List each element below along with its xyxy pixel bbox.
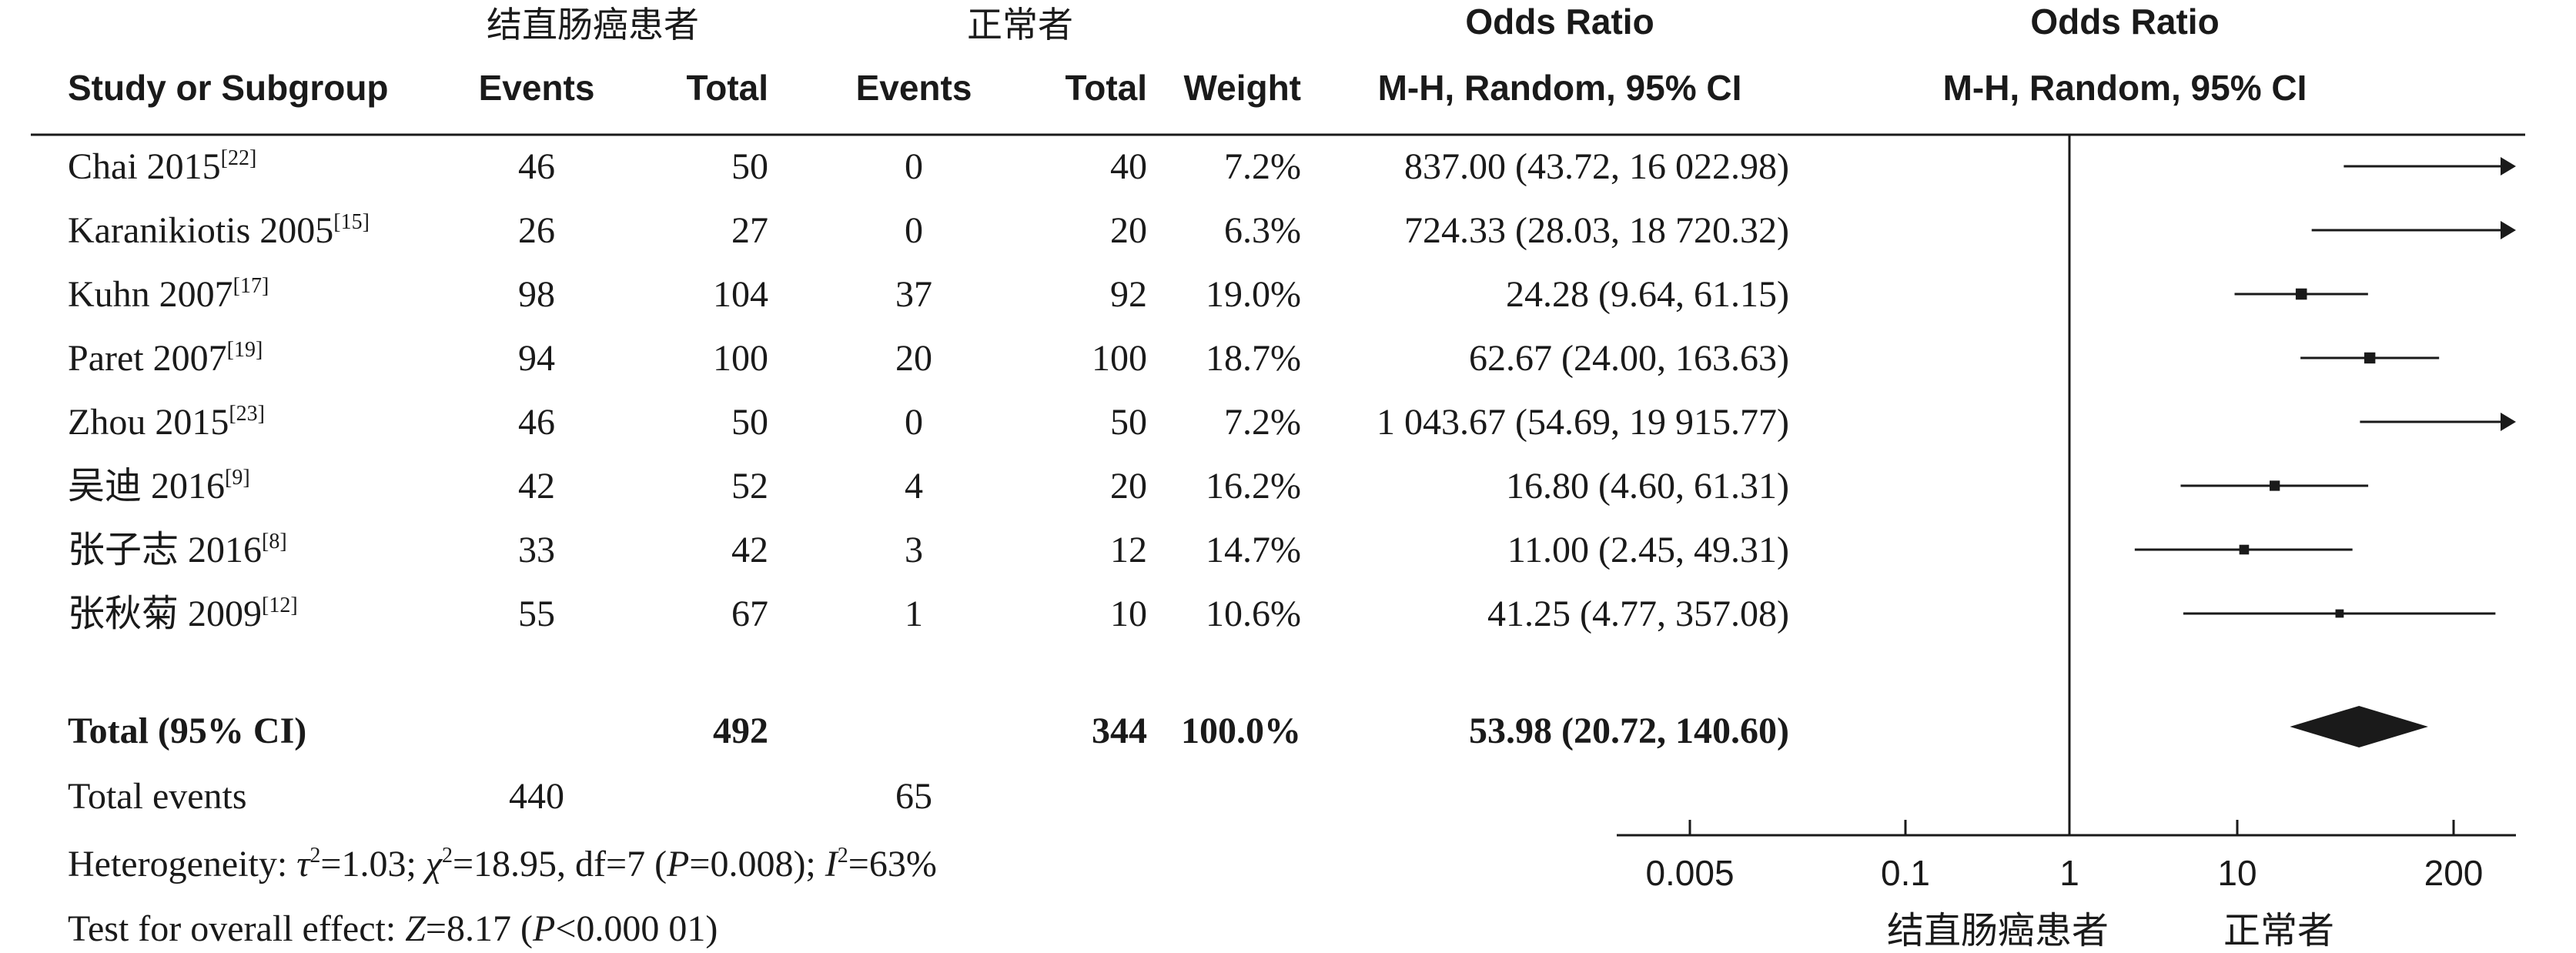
weight-cell: 6.3% [1224, 210, 1301, 251]
events-ctl: 20 [895, 338, 932, 379]
or-ci-cell: 1 043.67 (54.69, 19 915.77) [1377, 402, 1789, 443]
ci-arrow [2501, 157, 2516, 176]
total-ci: 53.98 (20.72, 140.60) [1469, 711, 1789, 751]
events-exp: 46 [518, 146, 555, 187]
total-weight: 100.0% [1181, 711, 1301, 751]
total-exp-cell: 104 [713, 274, 768, 315]
or-ci-cell: 16.80 (4.60, 61.31) [1506, 466, 1789, 507]
or-ci-cell: 724.33 (28.03, 18 720.32) [1404, 210, 1789, 251]
events-exp: 98 [518, 274, 555, 315]
total-exp-cell: 27 [731, 210, 768, 251]
events-exp: 94 [518, 338, 555, 379]
study-name: 吴迪 2016[9] [68, 466, 250, 507]
study-name: Chai 2015[22] [68, 146, 256, 187]
events-exp: 42 [518, 466, 555, 507]
ci-column-title: Odds Ratio [1465, 2, 1654, 42]
total-ctl: 344 [1092, 711, 1147, 751]
x-tick-label: 200 [2424, 853, 2484, 893]
total-events-label: Total events [68, 776, 247, 817]
study-name: 张秋菊 2009[12] [68, 594, 298, 634]
total-ctl-cell: 100 [1092, 338, 1147, 379]
total-ctl-cell: 10 [1110, 594, 1147, 634]
total-ctl-cell: 20 [1110, 210, 1147, 251]
total-exp-cell: 52 [731, 466, 768, 507]
favors-right-label: 正常者 [2223, 909, 2334, 952]
col-header-total-exp: Total [687, 68, 768, 108]
point-estimate [2335, 609, 2344, 618]
total-exp-cell: 67 [731, 594, 768, 634]
or-ci-cell: 41.25 (4.77, 357.08) [1487, 594, 1789, 634]
study-name: Karanikiotis 2005[15] [68, 210, 370, 251]
weight-cell: 16.2% [1206, 466, 1301, 507]
or-ci-cell: 62.67 (24.00, 163.63) [1469, 338, 1789, 379]
weight-cell: 7.2% [1224, 402, 1301, 443]
study-name: Zhou 2015[23] [68, 402, 265, 443]
point-estimate [2270, 480, 2280, 491]
total-exp-cell: 50 [731, 402, 768, 443]
total-events-ctl: 65 [895, 776, 932, 817]
total-events-exp: 440 [509, 776, 564, 817]
total-exp-cell: 42 [731, 530, 768, 570]
col-header-total-ctl: Total [1066, 68, 1147, 108]
total-ctl-cell: 20 [1110, 466, 1147, 507]
events-ctl: 0 [905, 402, 923, 443]
x-tick-label: 10 [2217, 853, 2257, 893]
events-ctl: 37 [895, 274, 932, 315]
or-ci-cell: 11.00 (2.45, 49.31) [1507, 530, 1789, 570]
ci-arrow [2501, 413, 2516, 431]
x-tick-label: 1 [2059, 853, 2079, 893]
col-header-events-ctl: Events [856, 68, 972, 108]
events-ctl: 4 [905, 466, 923, 507]
events-exp: 46 [518, 402, 555, 443]
weight-cell: 7.2% [1224, 146, 1301, 187]
study-marks [2134, 157, 2516, 618]
col-header-plot-ci: M-H, Random, 95% CI [1943, 68, 2307, 108]
events-exp: 55 [518, 594, 555, 634]
x-axis-ticks: 0.005 0.1 1 10 200 [1645, 820, 2483, 893]
point-estimate [2364, 352, 2376, 364]
group-header-experimental: 结直肠癌患者 [487, 4, 699, 45]
events-ctl: 3 [905, 530, 923, 570]
x-tick-label: 0.005 [1645, 853, 1734, 893]
x-tick-label: 0.1 [1881, 853, 1930, 893]
study-rows: Chai 2015[22] 46 50 0 40 7.2% 837.00 (43.72, 1… [68, 146, 1789, 634]
study-name: Kuhn 2007[17] [68, 274, 269, 315]
heterogeneity-text: Heterogeneity: τ2=1.03; χ2=18.95, df=7 (… [68, 844, 937, 884]
study-name: 张子志 2016[8] [68, 530, 287, 570]
total-exp-cell: 100 [713, 338, 768, 379]
group-header-control: 正常者 [967, 4, 1073, 45]
total-ctl-cell: 92 [1110, 274, 1147, 315]
col-header-events-exp: Events [479, 68, 595, 108]
or-ci-cell: 837.00 (43.72, 16 022.98) [1404, 146, 1789, 187]
weight-cell: 14.7% [1206, 530, 1301, 570]
events-ctl: 1 [905, 594, 923, 634]
col-header-ci: M-H, Random, 95% CI [1378, 68, 1742, 108]
total-ctl-cell: 12 [1110, 530, 1147, 570]
pooled-estimate-diamond [2290, 706, 2428, 747]
point-estimate [2295, 288, 2307, 300]
favors-left-label: 结直肠癌患者 [1887, 909, 2109, 952]
plot-column-title: Odds Ratio [2030, 2, 2219, 42]
events-ctl: 0 [905, 210, 923, 251]
overall-effect-text: Test for overall effect: Z=8.17 (P<0.000… [68, 908, 718, 949]
study-name: Paret 2007[19] [68, 338, 263, 379]
total-ctl-cell: 40 [1110, 146, 1147, 187]
total-ctl-cell: 50 [1110, 402, 1147, 443]
total-label: Total (95% CI) [68, 711, 306, 751]
total-exp: 492 [713, 711, 768, 751]
total-exp-cell: 50 [731, 146, 768, 187]
weight-cell: 10.6% [1206, 594, 1301, 634]
weight-cell: 18.7% [1206, 338, 1301, 379]
ci-arrow [2501, 221, 2516, 239]
plot-area: 0.005 0.1 1 10 200 [1617, 135, 2516, 893]
col-header-weight: Weight [1184, 68, 1301, 108]
or-ci-cell: 24.28 (9.64, 61.15) [1506, 274, 1789, 315]
events-exp: 33 [518, 530, 555, 570]
col-header-study: Study or Subgroup [68, 68, 389, 108]
point-estimate [2239, 544, 2250, 555]
events-ctl: 0 [905, 146, 923, 187]
events-exp: 26 [518, 210, 555, 251]
weight-cell: 19.0% [1206, 274, 1301, 315]
